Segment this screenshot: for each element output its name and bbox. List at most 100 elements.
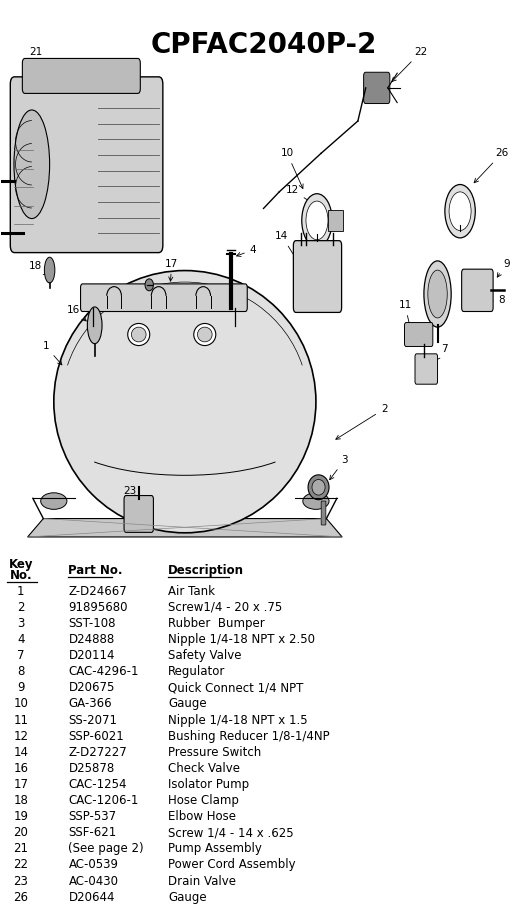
- Text: Elbow Hose: Elbow Hose: [168, 810, 236, 823]
- Ellipse shape: [194, 323, 216, 345]
- Text: 20: 20: [158, 289, 189, 299]
- Ellipse shape: [302, 194, 332, 247]
- Text: AC-0539: AC-0539: [69, 858, 119, 871]
- Text: 21: 21: [29, 47, 54, 81]
- Text: 14: 14: [275, 231, 297, 260]
- Text: Screw 1/4 - 14 x .625: Screw 1/4 - 14 x .625: [168, 826, 294, 839]
- Text: 16: 16: [13, 761, 28, 774]
- FancyBboxPatch shape: [11, 77, 163, 253]
- Text: Hose Clamp: Hose Clamp: [168, 794, 239, 807]
- Ellipse shape: [54, 270, 316, 533]
- Ellipse shape: [308, 474, 329, 499]
- Text: GA-366: GA-366: [69, 698, 112, 711]
- Ellipse shape: [424, 261, 451, 327]
- Text: 4: 4: [17, 633, 25, 646]
- FancyBboxPatch shape: [22, 58, 140, 93]
- Text: SSF-621: SSF-621: [69, 826, 117, 839]
- Ellipse shape: [306, 201, 328, 240]
- Text: 19: 19: [13, 810, 28, 823]
- Text: Drain Valve: Drain Valve: [168, 875, 236, 888]
- Text: CAC-1254: CAC-1254: [69, 778, 127, 791]
- Text: 8: 8: [470, 295, 505, 306]
- Text: Z-D24667: Z-D24667: [69, 584, 127, 598]
- Text: 12: 12: [286, 185, 324, 211]
- Text: 1: 1: [43, 342, 62, 365]
- Text: 9: 9: [497, 258, 510, 277]
- Text: (See page 2): (See page 2): [69, 843, 144, 856]
- FancyBboxPatch shape: [124, 496, 153, 533]
- FancyBboxPatch shape: [328, 210, 343, 231]
- Ellipse shape: [303, 493, 329, 509]
- FancyBboxPatch shape: [405, 322, 433, 346]
- Text: Regulator: Regulator: [168, 665, 226, 678]
- Text: SSP-6021: SSP-6021: [69, 729, 124, 743]
- Ellipse shape: [145, 279, 153, 291]
- Text: Description: Description: [168, 565, 244, 578]
- Text: Nipple 1/4-18 NPT x 2.50: Nipple 1/4-18 NPT x 2.50: [168, 633, 315, 646]
- Text: 18: 18: [13, 794, 28, 807]
- Text: Z-D27227: Z-D27227: [69, 746, 127, 759]
- Text: 18: 18: [29, 261, 48, 275]
- FancyBboxPatch shape: [462, 270, 493, 311]
- Text: Bushing Reducer 1/8-1/4NP: Bushing Reducer 1/8-1/4NP: [168, 729, 330, 743]
- Text: 23: 23: [13, 875, 28, 888]
- Text: 11: 11: [13, 713, 28, 726]
- Text: Air Tank: Air Tank: [168, 584, 215, 598]
- Text: 21: 21: [13, 843, 28, 856]
- Text: Quick Connect 1/4 NPT: Quick Connect 1/4 NPT: [168, 681, 304, 694]
- Text: 2: 2: [336, 404, 387, 439]
- Text: 3: 3: [17, 617, 24, 629]
- Text: Screw1/4 - 20 x .75: Screw1/4 - 20 x .75: [168, 601, 282, 614]
- Text: 16: 16: [67, 305, 86, 321]
- Text: 3: 3: [330, 455, 348, 480]
- Text: Safety Valve: Safety Valve: [168, 649, 241, 662]
- FancyBboxPatch shape: [321, 501, 326, 525]
- Text: SSP-537: SSP-537: [69, 810, 116, 823]
- Text: 91895680: 91895680: [69, 601, 128, 614]
- Text: SST-108: SST-108: [69, 617, 116, 629]
- Text: 11: 11: [398, 300, 412, 330]
- Text: Nipple 1/4-18 NPT x 1.5: Nipple 1/4-18 NPT x 1.5: [168, 713, 308, 726]
- Text: SS-2071: SS-2071: [69, 713, 118, 726]
- Ellipse shape: [128, 323, 150, 345]
- Text: Rubber  Bumper: Rubber Bumper: [168, 617, 265, 629]
- Text: D20644: D20644: [69, 891, 115, 904]
- Text: 8: 8: [17, 665, 24, 678]
- FancyBboxPatch shape: [364, 72, 390, 103]
- Text: CPFAC2040P-2: CPFAC2040P-2: [150, 30, 377, 59]
- Ellipse shape: [312, 479, 325, 495]
- Ellipse shape: [87, 307, 102, 343]
- Text: 10: 10: [280, 149, 303, 188]
- Text: Isolator Pump: Isolator Pump: [168, 778, 249, 791]
- Text: Check Valve: Check Valve: [168, 761, 240, 774]
- Text: 17: 17: [13, 778, 28, 791]
- Text: Power Cord Assembly: Power Cord Assembly: [168, 858, 296, 871]
- Text: 7: 7: [17, 649, 25, 662]
- Text: 14: 14: [13, 746, 28, 759]
- Text: 10: 10: [13, 698, 28, 711]
- Text: 26: 26: [474, 149, 509, 183]
- Text: 9: 9: [17, 681, 25, 694]
- Text: Pump Assembly: Pump Assembly: [168, 843, 262, 856]
- Ellipse shape: [14, 110, 50, 219]
- Ellipse shape: [445, 185, 475, 238]
- FancyBboxPatch shape: [294, 241, 341, 312]
- Text: 17: 17: [165, 258, 178, 282]
- Text: 4: 4: [237, 245, 256, 257]
- Text: D25878: D25878: [69, 761, 115, 774]
- Text: CAC-1206-1: CAC-1206-1: [69, 794, 139, 807]
- Text: Key: Key: [8, 558, 33, 571]
- Text: No.: No.: [9, 569, 32, 582]
- Text: 1: 1: [17, 584, 25, 598]
- Ellipse shape: [41, 493, 67, 509]
- FancyBboxPatch shape: [415, 354, 437, 384]
- Text: 2: 2: [17, 601, 25, 614]
- Text: 23: 23: [123, 485, 136, 499]
- Text: Gauge: Gauge: [168, 698, 207, 711]
- Text: D20675: D20675: [69, 681, 115, 694]
- Text: 7: 7: [436, 344, 447, 360]
- Text: 22: 22: [13, 858, 28, 871]
- Ellipse shape: [131, 327, 146, 342]
- Text: CAC-4296-1: CAC-4296-1: [69, 665, 139, 678]
- Text: D20114: D20114: [69, 649, 115, 662]
